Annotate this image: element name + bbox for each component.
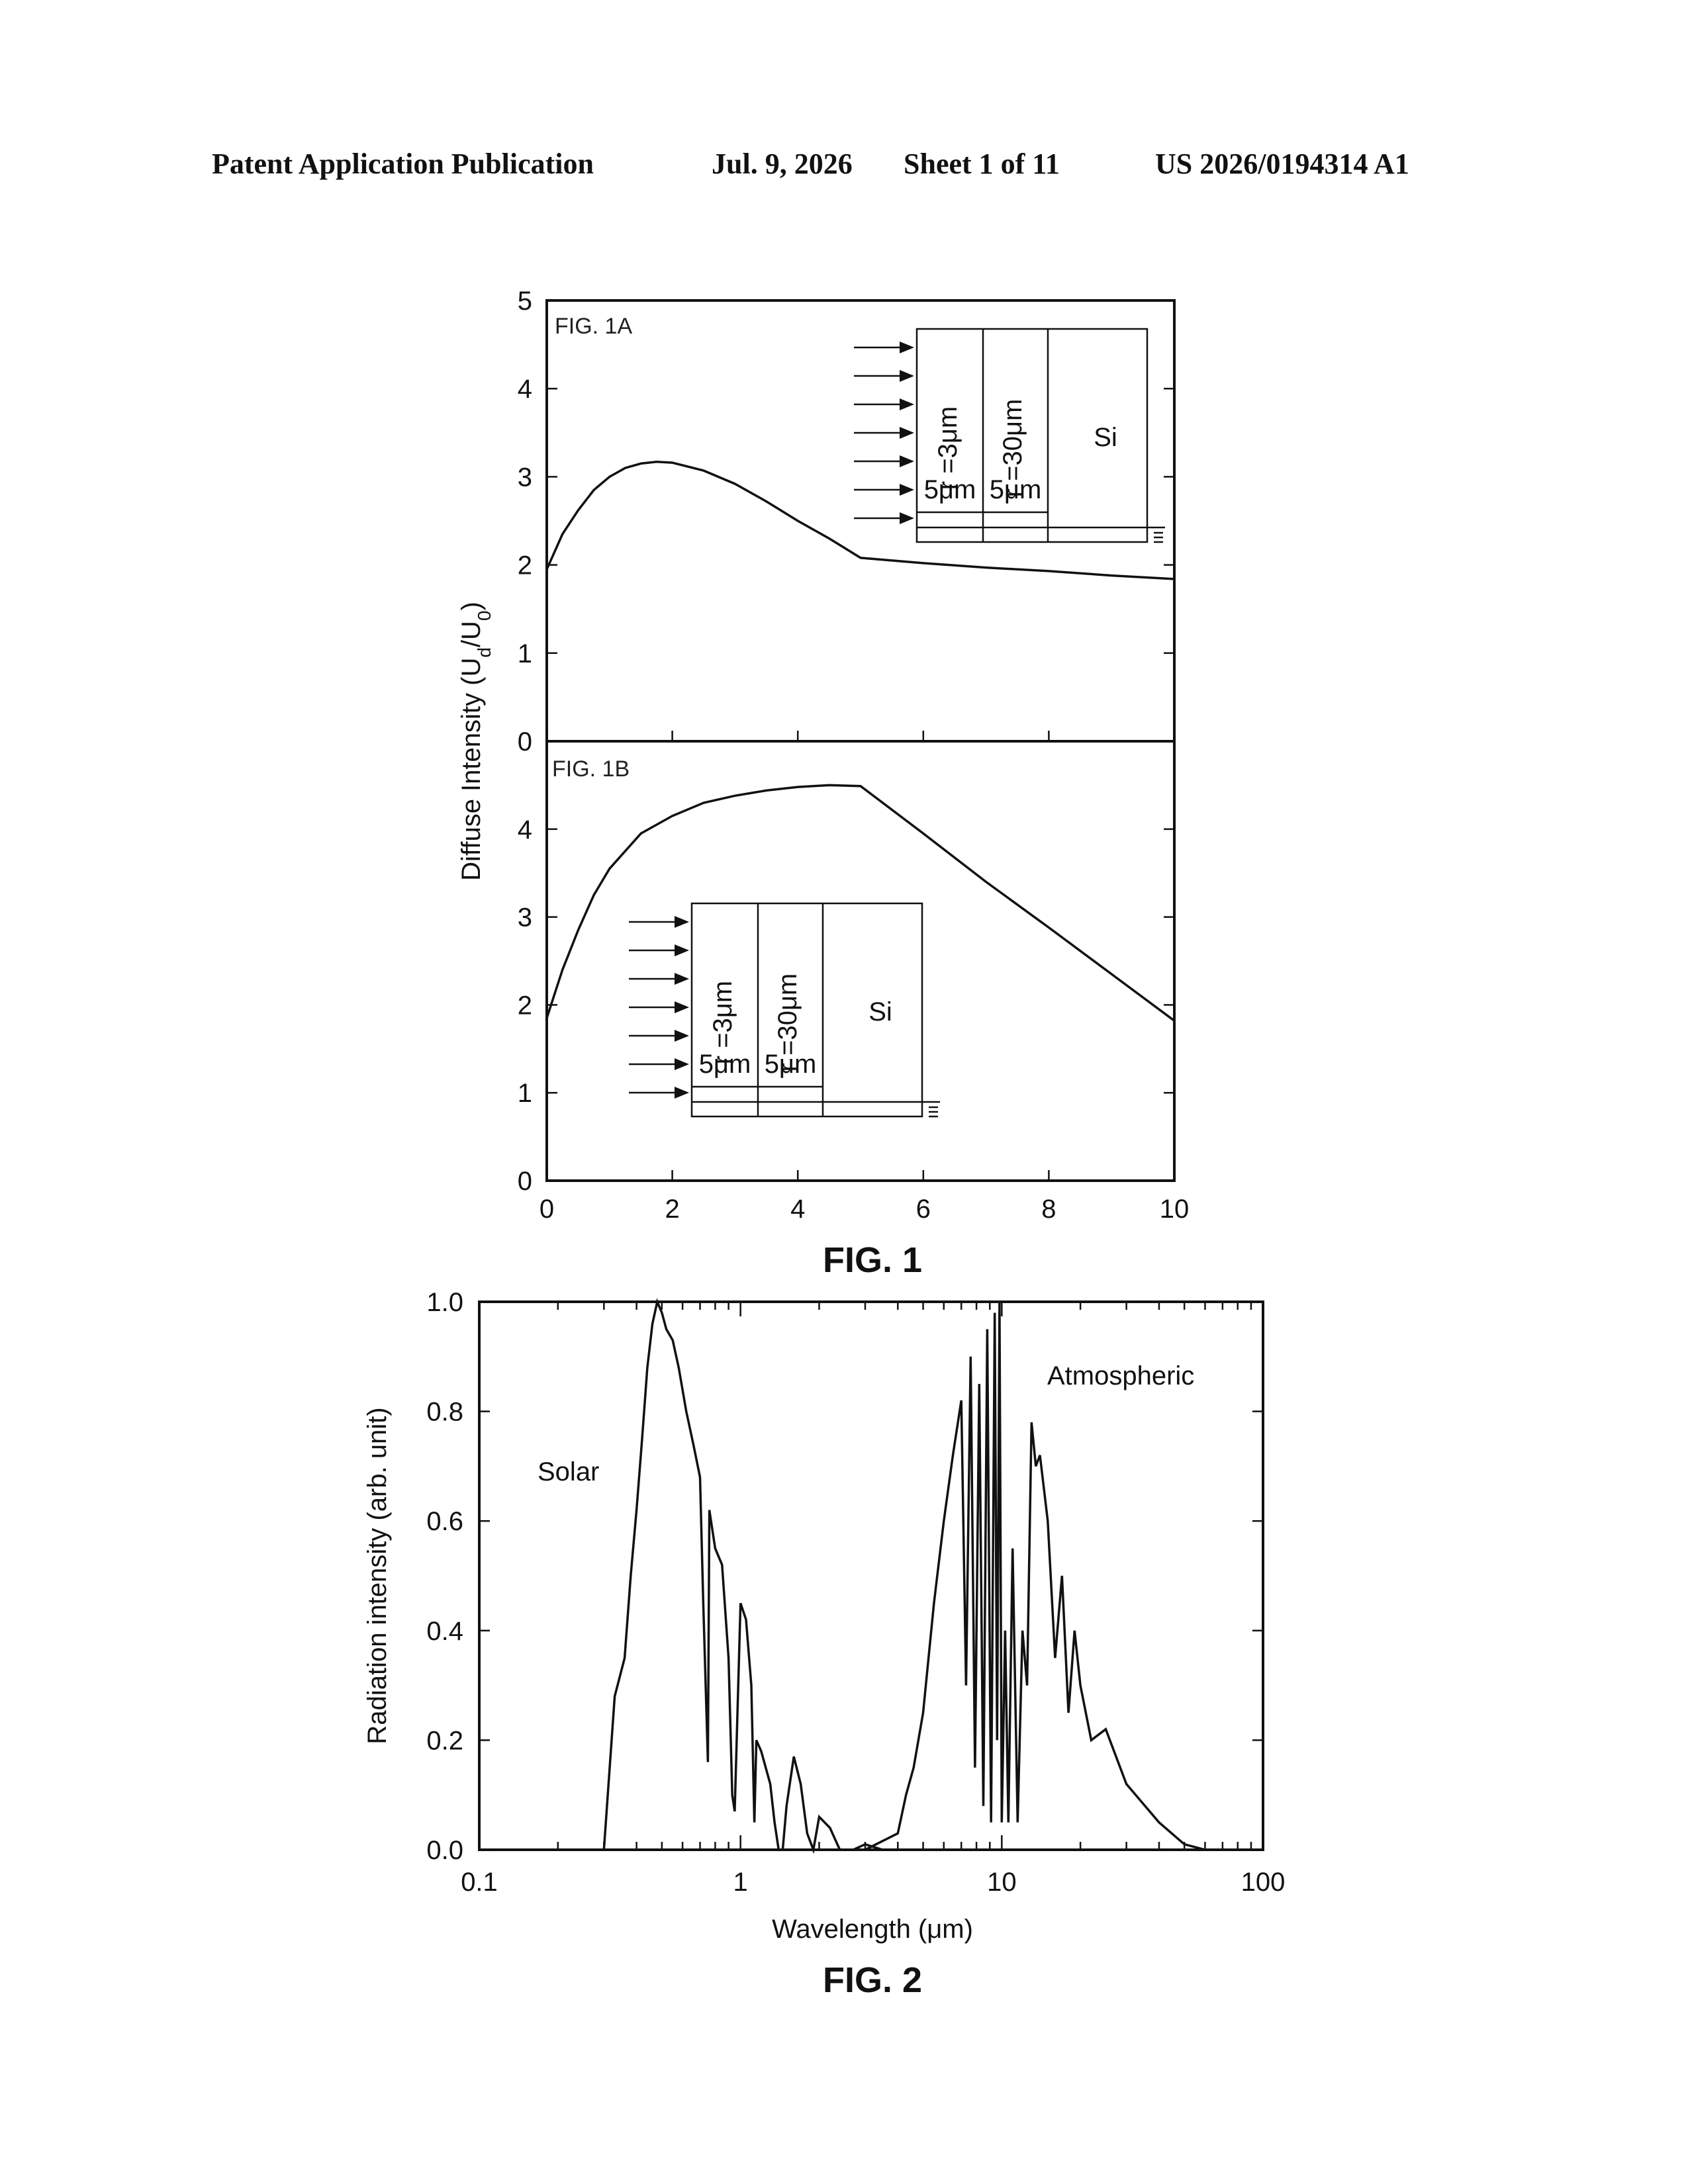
incident-arrow-head bbox=[675, 1030, 689, 1042]
fig1b-inset: r =3μm r =30μm Si 5μm 5μm bbox=[629, 903, 940, 1116]
incident-arrow-head bbox=[675, 1058, 689, 1070]
fig2-caption: FIG. 2 bbox=[823, 1960, 922, 2000]
figure-1: FIG. 1A 0 1 2 3 4 5 r =3μm r =30μm Si 5μm 5μm bbox=[457, 287, 1189, 1280]
fig1a-ytick-label: 1 bbox=[518, 639, 532, 668]
fig1a-ytick-label: 2 bbox=[518, 551, 532, 580]
fig1a-series-line bbox=[547, 462, 1174, 579]
fig1b-ytick-label: 2 bbox=[518, 991, 532, 1020]
inset-b-substrate-label: Si bbox=[868, 997, 892, 1026]
incident-arrow-head bbox=[675, 944, 689, 956]
fig1b-xtick-label: 0 bbox=[539, 1195, 554, 1224]
fig2-ytick-label: 0.4 bbox=[426, 1617, 463, 1646]
fig2-ytick-label: 0.2 bbox=[426, 1726, 463, 1755]
fig1a-ytick-label: 5 bbox=[518, 287, 532, 316]
fig1a-ticks: 0 1 2 3 4 5 bbox=[518, 287, 1174, 756]
fig1a-plot: FIG. 1A 0 1 2 3 4 5 r =3μm r =30μm Si 5μm 5μm bbox=[518, 287, 1174, 756]
incident-arrow-head bbox=[900, 398, 914, 410]
incident-arrow-head bbox=[900, 427, 914, 439]
inset-b-incident-arrows bbox=[629, 916, 689, 1099]
fig1b-xtick-label: 8 bbox=[1041, 1195, 1056, 1224]
incident-arrow-head bbox=[675, 973, 689, 985]
incident-arrow-head bbox=[900, 341, 914, 353]
fig1b-ytick-label: 0 bbox=[518, 1167, 532, 1196]
incident-arrow-head bbox=[675, 916, 689, 928]
fig1b-axes-frame bbox=[547, 741, 1174, 1181]
fig1b-panel-label: FIG. 1B bbox=[552, 756, 630, 782]
inset-b-break-mark bbox=[929, 1107, 938, 1116]
fig2-xtick-label: 1 bbox=[733, 1868, 748, 1897]
fig2-series-solar bbox=[604, 1302, 898, 1850]
fig1a-ytick-label: 4 bbox=[518, 375, 532, 404]
header-number: US 2026/0194314 A1 bbox=[1155, 148, 1409, 180]
fig1a-axes-frame bbox=[547, 300, 1174, 741]
fig1b-ticks: 0 1 2 3 4 0 2 4 6 8 10 bbox=[518, 815, 1190, 1224]
incident-arrow-head bbox=[675, 1001, 689, 1013]
fig2-xlabel: Wavelength (μm) bbox=[772, 1915, 973, 1944]
header-sheet: Sheet 1 of 11 bbox=[904, 148, 1060, 180]
fig1b-xtick-label: 2 bbox=[665, 1195, 679, 1224]
inset-a-incident-arrows bbox=[854, 341, 914, 524]
incident-arrow-head bbox=[900, 484, 914, 496]
header-date: Jul. 9, 2026 bbox=[712, 148, 853, 180]
fig2-xtick-label: 0.1 bbox=[461, 1868, 498, 1897]
inset-a-thickness2: 5μm bbox=[990, 475, 1042, 504]
fig2-ytick-label: 0.0 bbox=[426, 1836, 463, 1865]
fig1a-inset: r =3μm r =30μm Si 5μm 5μm bbox=[854, 329, 1165, 542]
fig1b-xtick-label: 4 bbox=[790, 1195, 805, 1224]
fig1b-ytick-label: 1 bbox=[518, 1079, 532, 1108]
fig1b-ytick-label: 4 bbox=[518, 815, 532, 844]
fig1a-ytick-label: 3 bbox=[518, 463, 532, 492]
fig1a-ytick-label: 0 bbox=[518, 727, 532, 756]
fig1b-xtick-label: 6 bbox=[916, 1195, 931, 1224]
fig1b-plot: FIG. 1B 0 1 2 3 4 0 2 4 6 8 10 r =3μm r =30μm Si 5… bbox=[518, 741, 1190, 1224]
fig1-caption: FIG. 1 bbox=[823, 1240, 922, 1280]
fig2-ytick-label: 1.0 bbox=[426, 1288, 463, 1317]
fig2-annotation-solar: Solar bbox=[538, 1457, 599, 1486]
incident-arrow-head bbox=[675, 1087, 689, 1099]
fig1b-ytick-label: 3 bbox=[518, 903, 532, 933]
fig2-annotation-atmospheric: Atmospheric bbox=[1047, 1361, 1194, 1390]
fig2-ytick-label: 0.6 bbox=[426, 1507, 463, 1536]
fig2-xtick-label: 10 bbox=[987, 1868, 1017, 1897]
fig2-ytick-label: 0.8 bbox=[426, 1398, 463, 1427]
incident-arrow-head bbox=[900, 370, 914, 382]
incident-arrow-head bbox=[900, 455, 914, 467]
figure-2: 0.0 0.2 0.4 0.6 0.8 1.0 0.1 1 10 100 Solar Atmosp… bbox=[363, 1288, 1285, 2000]
header-publication: Patent Application Publication bbox=[212, 148, 594, 180]
inset-b-thickness2: 5μm bbox=[765, 1050, 817, 1079]
fig2-ylabel: Radiation intensity (arb. unit) bbox=[363, 1407, 392, 1744]
fig1-ylabel: Diffuse Intensity (Ud/U0) bbox=[457, 602, 494, 881]
inset-a-substrate-label: Si bbox=[1094, 423, 1117, 452]
incident-arrow-head bbox=[900, 512, 914, 524]
inset-b-thickness1: 5μm bbox=[699, 1050, 751, 1079]
fig2-xtick-label: 100 bbox=[1241, 1868, 1286, 1897]
fig1a-panel-label: FIG. 1A bbox=[555, 314, 632, 339]
inset-a-thickness1: 5μm bbox=[924, 475, 976, 504]
inset-a-break-mark bbox=[1154, 533, 1163, 542]
fig1b-xtick-label: 10 bbox=[1160, 1195, 1190, 1224]
